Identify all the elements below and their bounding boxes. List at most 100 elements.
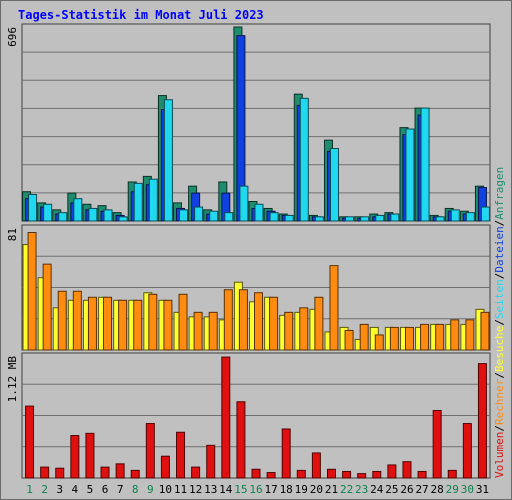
- x-tick-label: 16: [249, 483, 262, 496]
- x-tick-label: 25: [385, 483, 398, 496]
- bar-rechner: [359, 323, 369, 351]
- x-tick-label: 11: [174, 483, 187, 496]
- legend-volumen: Volumen: [493, 432, 506, 478]
- bar-volumen: [115, 463, 125, 479]
- bar-volumen: [462, 423, 472, 479]
- bar-rechner: [314, 296, 324, 351]
- bar-rechner: [208, 311, 218, 351]
- bar-rechner: [238, 289, 248, 351]
- bar-rechner: [72, 290, 82, 351]
- x-tick-label: 3: [56, 483, 63, 496]
- bar-rechner: [465, 319, 475, 351]
- chart-title: Tages-Statistik im Monat Juli 2023: [18, 8, 264, 22]
- bar-rechner: [163, 299, 173, 351]
- x-tick-label: 26: [400, 483, 413, 496]
- bar-volumen: [100, 466, 110, 479]
- x-tick-label: 5: [87, 483, 94, 496]
- x-tick-label: 8: [132, 483, 139, 496]
- x-tick-label: 6: [102, 483, 109, 496]
- bar-rechner: [299, 307, 309, 351]
- x-tick-label: 14: [219, 483, 233, 496]
- bar-rechner: [118, 299, 128, 351]
- bar-rechner: [269, 296, 279, 351]
- bar-seiten: [118, 216, 128, 222]
- bar-volumen: [477, 363, 487, 479]
- x-tick-label: 17: [264, 483, 277, 496]
- bar-rechner: [329, 265, 339, 351]
- y-axis-max-label: 696: [6, 27, 19, 47]
- bar-rechner: [103, 296, 113, 351]
- bar-volumen: [251, 468, 261, 479]
- bar-rechner: [344, 329, 354, 351]
- x-tick-label: 23: [355, 483, 368, 496]
- x-tick-label: 15: [234, 483, 247, 496]
- bar-rechner: [27, 232, 37, 351]
- bar-volumen: [145, 423, 155, 479]
- bar-volumen: [25, 405, 35, 479]
- bar-seiten: [209, 210, 219, 222]
- x-tick-label: 7: [117, 483, 124, 496]
- bar-seiten: [405, 128, 415, 222]
- bar-rechner: [133, 299, 143, 351]
- bar-seiten: [314, 216, 324, 222]
- bar-rechner: [284, 311, 294, 351]
- bar-volumen: [160, 455, 170, 479]
- bar-seiten: [420, 107, 430, 222]
- bar-seiten: [133, 182, 143, 222]
- x-tick-label: 29: [446, 483, 459, 496]
- bar-volumen: [326, 468, 336, 479]
- bar-rechner: [480, 311, 490, 351]
- x-tick-label: 4: [72, 483, 79, 496]
- legend-dateien: Dateien: [493, 226, 506, 272]
- legend-separator: /: [493, 220, 506, 227]
- legend-separator: /: [493, 425, 506, 432]
- bar-seiten: [299, 97, 309, 222]
- bar-rechner: [450, 319, 460, 351]
- bar-volumen: [387, 464, 397, 479]
- bar-rechner: [42, 263, 52, 351]
- legend-separator: /: [493, 372, 506, 379]
- bar-volumen: [447, 469, 457, 479]
- bar-seiten: [390, 213, 400, 222]
- bar-rechner: [420, 323, 430, 351]
- bar-volumen: [70, 435, 80, 479]
- bar-seiten: [284, 214, 294, 222]
- bar-seiten: [254, 203, 264, 222]
- bar-rechner: [404, 326, 414, 351]
- bar-rechner: [223, 289, 233, 351]
- legend-besuche: Besuche: [493, 326, 506, 372]
- bar-seiten: [224, 212, 234, 222]
- bar-volumen: [357, 473, 367, 479]
- bar-seiten: [163, 99, 173, 222]
- bar-volumen: [417, 470, 427, 479]
- bar-rechner: [254, 292, 263, 351]
- bar-volumen: [85, 432, 95, 479]
- bar-rechner: [87, 296, 97, 351]
- bar-seiten: [88, 207, 98, 222]
- bar-volumen: [55, 467, 65, 479]
- x-tick-label: 31: [476, 483, 489, 496]
- bar-volumen: [342, 470, 352, 479]
- bar-seiten: [58, 212, 68, 222]
- bar-seiten: [435, 216, 445, 222]
- x-tick-label: 2: [41, 483, 48, 496]
- x-tick-label: 18: [280, 483, 293, 496]
- x-tick-label: 19: [295, 483, 308, 496]
- legend-separator: /: [493, 273, 506, 280]
- bar-volumen: [266, 472, 276, 479]
- bar-volumen: [281, 428, 291, 479]
- bar-seiten: [480, 206, 490, 222]
- bar-seiten: [269, 212, 279, 222]
- bar-seiten: [43, 203, 53, 222]
- bar-volumen: [130, 469, 140, 479]
- bar-seiten: [465, 212, 475, 222]
- bar-seiten: [148, 178, 158, 222]
- bar-volumen: [402, 461, 412, 479]
- bar-volumen: [40, 466, 50, 479]
- x-tick-label: 13: [204, 483, 217, 496]
- bar-seiten: [73, 198, 83, 222]
- bar-seiten: [375, 214, 385, 222]
- bar-rechner: [389, 326, 399, 351]
- bar-volumen: [236, 401, 246, 479]
- x-tick-label: 30: [461, 483, 474, 496]
